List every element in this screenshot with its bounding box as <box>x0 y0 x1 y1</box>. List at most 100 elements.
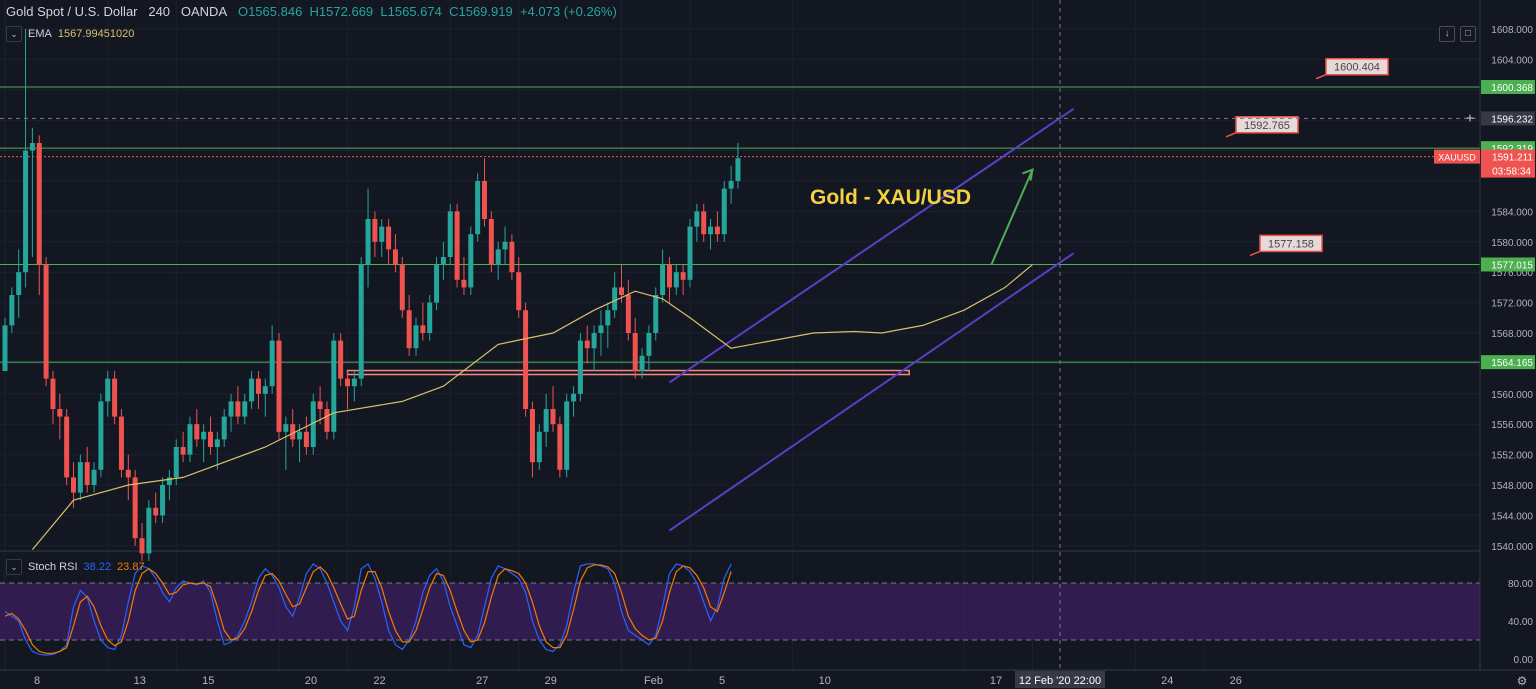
candle-body <box>255 378 261 394</box>
candle-body <box>139 538 145 554</box>
candle-body <box>639 355 645 371</box>
candle-body <box>721 188 727 235</box>
callout-label: 1577.158 <box>1268 238 1314 250</box>
candle-body <box>735 158 741 181</box>
ohlc-high: H1572.669 <box>309 4 374 19</box>
candle-body <box>303 431 309 447</box>
price-tick-label: 1608.000 <box>1491 25 1533 36</box>
time-tick-label: 26 <box>1230 675 1242 687</box>
price-tick-label: 1552.000 <box>1491 451 1533 462</box>
callout-pointer <box>1225 132 1237 138</box>
last-price-tag <box>1481 149 1535 178</box>
candle-body <box>125 469 131 478</box>
price-callout <box>1325 57 1389 76</box>
candle-body <box>358 264 364 379</box>
symbol-header: Gold Spot / U.S. Dollar 240 OANDA O1565.… <box>6 4 617 19</box>
stoch-tick-label: 0.00 <box>1514 655 1534 666</box>
price-tick-label: 1540.000 <box>1491 542 1533 553</box>
stoch-label[interactable]: Stoch RSI <box>28 561 78 573</box>
candle-body <box>118 416 124 470</box>
candle-body <box>208 431 213 447</box>
ema-label[interactable]: EMA <box>28 28 52 40</box>
crosshair-price-tag <box>1481 111 1535 126</box>
candle-body <box>64 416 70 478</box>
symbol-name[interactable]: Gold Spot / U.S. Dollar <box>6 4 138 19</box>
ema-legend: ⌄ EMA 1567.99451020 <box>6 26 134 42</box>
stoch-legend: ⌄ Stoch RSI 38.22 23.87 <box>6 559 145 575</box>
candle-body <box>235 401 241 417</box>
candle-body <box>680 272 686 280</box>
candle-body <box>310 401 316 447</box>
callout-pointer <box>1315 74 1327 80</box>
candle-body <box>132 477 138 539</box>
channel-upper <box>668 107 1075 384</box>
candle-body <box>571 393 577 402</box>
stoch-k-value: 38.22 <box>83 561 112 573</box>
candle-body <box>36 143 42 265</box>
price-tick-label: 1576.000 <box>1491 268 1533 279</box>
candle-body <box>297 431 303 440</box>
candle-body <box>242 401 248 417</box>
collapse-chevron-icon[interactable]: ⌄ <box>6 559 22 575</box>
candle-body <box>529 409 535 463</box>
arrow-head-icon <box>1022 168 1034 181</box>
candle-body <box>180 447 186 455</box>
candle-body <box>406 310 412 349</box>
candle-body <box>249 378 255 402</box>
candle-body <box>701 211 707 235</box>
crosshair-time-label: 12 Feb '20 22:00 <box>1019 675 1101 687</box>
candle-body <box>331 340 337 432</box>
ohlc-open: O1565.846 <box>237 4 303 19</box>
level-tag-label: 1600.368 <box>1491 83 1533 94</box>
candle-body <box>605 310 611 326</box>
callout-pointer <box>1249 250 1261 257</box>
price-callout <box>1235 116 1299 134</box>
candle-body <box>262 386 268 394</box>
collapse-chevron-icon[interactable]: ⌄ <box>6 26 22 42</box>
time-axis <box>0 670 1536 689</box>
candle-body <box>434 264 440 303</box>
candle-body <box>461 279 467 288</box>
stoch-k-line <box>4 563 732 656</box>
candle-body <box>612 287 618 311</box>
fullscreen-icon[interactable]: □ <box>1460 26 1476 42</box>
stoch-d-line <box>4 564 732 654</box>
candle-body <box>543 409 549 432</box>
candle-body <box>146 507 152 554</box>
candle-body <box>577 340 583 394</box>
time-tick-label: 13 <box>134 675 146 687</box>
candle-body <box>91 469 97 485</box>
time-tick-label: 8 <box>34 675 40 687</box>
candle-body <box>632 333 638 371</box>
candle-body <box>2 325 8 371</box>
candle-body <box>317 401 323 409</box>
callout-label: 1592.765 <box>1244 120 1290 132</box>
candle-body <box>564 401 570 470</box>
candle-body <box>345 378 350 387</box>
interval[interactable]: 240 <box>148 4 171 19</box>
time-tick-label: 24 <box>1161 675 1173 687</box>
candle-body <box>557 424 563 470</box>
candle-body <box>413 325 419 349</box>
candle-body <box>50 378 56 409</box>
candle-body <box>71 477 76 493</box>
candle-body <box>29 143 35 151</box>
candle-body <box>625 295 631 333</box>
candle-body <box>214 439 220 447</box>
scroll-down-icon[interactable]: ↓ <box>1439 26 1455 42</box>
level-tag-label: 1564.165 <box>1491 358 1533 369</box>
ema-value: 1567.99451020 <box>57 28 135 40</box>
candle-body <box>276 340 282 432</box>
candle-body <box>447 211 453 257</box>
time-tick-label: 10 <box>819 675 831 687</box>
candle-body <box>77 462 83 493</box>
crosshair-price-label: 1596.232 <box>1491 114 1533 125</box>
candle-body <box>673 272 679 288</box>
price-tick-label: 1548.000 <box>1491 481 1533 492</box>
candle-body <box>516 272 522 311</box>
candle-body <box>290 424 296 440</box>
price-tick-label: 1544.000 <box>1491 511 1533 522</box>
candle-body <box>351 378 357 387</box>
